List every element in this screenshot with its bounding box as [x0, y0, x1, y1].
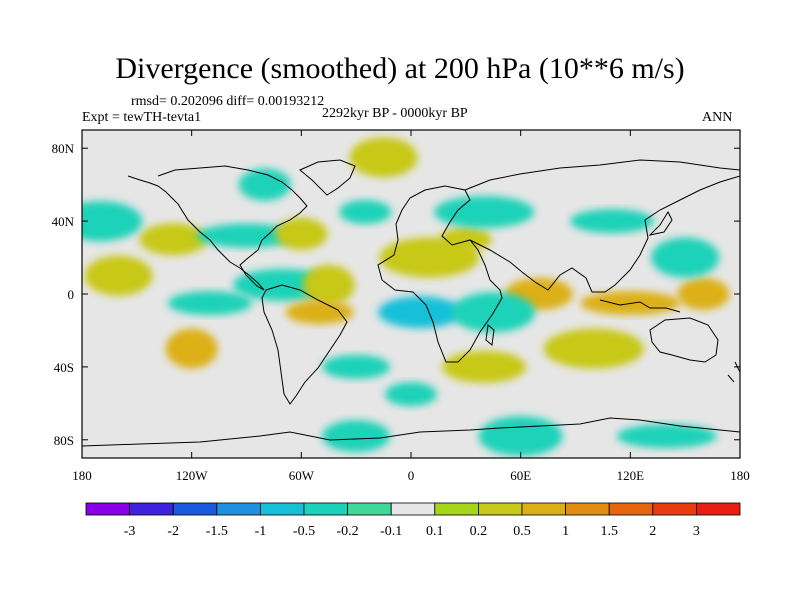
lon-tick-label: 180 — [730, 468, 750, 483]
colorbar-label: 1.5 — [600, 524, 618, 539]
field-feature — [84, 255, 153, 296]
colorbar-label: -3 — [124, 524, 136, 539]
lat-tick-label: 40S — [54, 360, 74, 375]
field-feature — [349, 137, 418, 178]
field-feature — [165, 328, 218, 369]
season-label: ANN — [702, 110, 733, 125]
colorbar: -3 -2 -1.5 -1 -0.5 -0.2 -0.1 0.1 0.2 0.5 1 1.5 2 3 — [85, 502, 741, 539]
lat-tick-label: 40N — [52, 214, 75, 229]
field-feature — [322, 354, 391, 379]
field-feature — [139, 223, 208, 256]
colorbar-label: 3 — [693, 524, 700, 539]
colorbar-swatch — [303, 502, 348, 516]
field-feature — [339, 200, 392, 224]
axis-tick-labels: 80N 40N 0 40S 80S 180 120W 60W 0 60E 120E 180 — [52, 141, 750, 483]
colorbar-swatch — [85, 502, 130, 516]
field-feature — [651, 237, 720, 278]
colorbar-label: 0.5 — [513, 524, 531, 539]
field-feature — [167, 291, 252, 316]
field-feature — [570, 209, 655, 234]
field-feature — [616, 424, 717, 449]
colorbar-label: 2 — [649, 524, 656, 539]
colorbar-label: 1 — [562, 524, 569, 539]
colorbar-label: -0.1 — [380, 524, 402, 539]
lat-tick-label: 80S — [54, 433, 74, 448]
lon-tick-label: 60E — [510, 468, 531, 483]
colorbar-swatch — [216, 502, 261, 516]
colorbar-swatch — [565, 502, 610, 516]
lon-tick-label: 120E — [617, 468, 645, 483]
colorbar-swatch — [172, 502, 218, 516]
field-feature — [434, 196, 535, 228]
colorbar-label: 0.1 — [426, 524, 444, 539]
colorbar-label: -2 — [167, 524, 179, 539]
colorbar-swatch — [521, 502, 566, 516]
field-feature — [442, 350, 527, 383]
colorbar-swatch — [259, 502, 305, 516]
lon-tick-label: 60W — [289, 468, 315, 483]
lon-tick-label: 180 — [72, 468, 92, 483]
stats-text: rmsd= 0.202096 diff= 0.00193212 — [131, 94, 325, 109]
field-feature — [285, 300, 354, 325]
colorbar-swatch — [477, 502, 523, 516]
map-title: Divergence (smoothed) at 200 hPa (10**6 … — [115, 52, 685, 85]
field-feature — [322, 420, 391, 453]
field-feature — [439, 227, 492, 252]
colorbar-label: -1 — [255, 524, 267, 539]
field-feature — [275, 217, 328, 250]
period-label: 2292kyr BP - 0000kyr BP — [322, 106, 468, 121]
colorbar-swatch — [652, 502, 697, 516]
colorbar-swatch — [434, 502, 479, 516]
colorbar-swatch — [390, 502, 436, 516]
field-feature — [302, 264, 355, 305]
colorbar-label: -0.5 — [293, 524, 315, 539]
colorbar-swatch — [608, 502, 654, 516]
field-feature — [82, 201, 143, 242]
axis-ticks — [81, 130, 741, 458]
field-feature — [478, 416, 563, 457]
lat-tick-label: 80N — [52, 141, 75, 156]
field-feature — [385, 382, 437, 407]
colorbar-label: -0.2 — [337, 524, 359, 539]
field-feature — [238, 168, 291, 201]
field-feature — [677, 278, 730, 310]
lon-tick-label: 0 — [408, 468, 415, 483]
field-feature — [378, 296, 463, 329]
colorbar-swatch — [347, 502, 392, 516]
experiment-label: Expt = tewTH-tevta1 — [82, 110, 202, 125]
colorbar-swatch — [696, 502, 741, 516]
colorbar-swatch — [129, 502, 174, 516]
lat-tick-label: 0 — [68, 287, 75, 302]
field-feature — [543, 328, 644, 369]
coastlines — [82, 159, 740, 447]
lon-tick-label: 120W — [176, 468, 209, 483]
colorbar-label: -1.5 — [206, 524, 228, 539]
colorbar-label: 0.2 — [470, 524, 488, 539]
field-feature — [196, 223, 297, 248]
